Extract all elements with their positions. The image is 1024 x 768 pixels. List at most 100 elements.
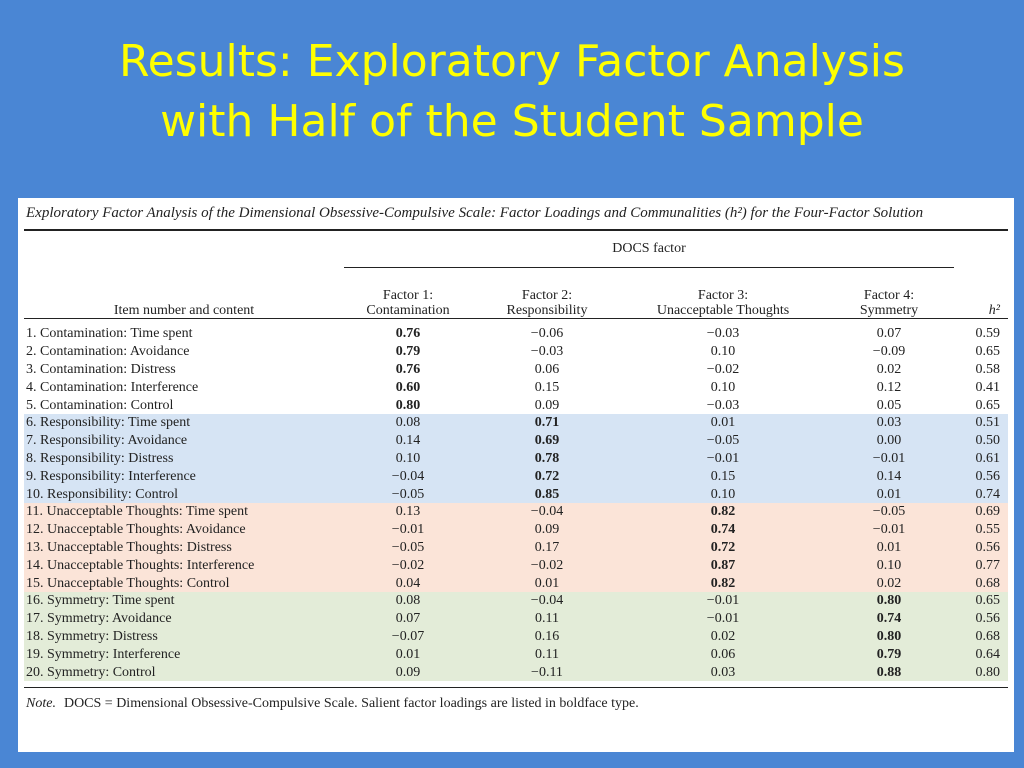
factor-4-loading-cell: 0.80 <box>876 628 902 644</box>
factor-4-loading-cell: 0.88 <box>876 664 902 680</box>
communality-cell: 0.56 <box>975 539 1001 555</box>
factor-2-loading-cell: −0.11 <box>531 664 563 680</box>
item-cell: 20. Symmetry: Control <box>26 664 156 680</box>
factor-1-loading-cell: 0.14 <box>395 433 421 449</box>
factor-1-loading-cell: 0.08 <box>395 593 421 609</box>
factor-4-loading-cell: 0.10 <box>876 557 902 573</box>
column-header-row: Item number and content Factor 1: Contam… <box>24 268 1008 319</box>
communality-cell: 0.64 <box>975 646 1001 662</box>
factor-4-loading-cell: 0.05 <box>876 397 902 413</box>
factor-4-name: Symmetry <box>859 303 919 318</box>
item-cell: 1. Contamination: Time spent <box>26 326 193 342</box>
factor-2-loading-cell: 0.09 <box>534 522 560 538</box>
communality-cell: 0.50 <box>975 433 1001 449</box>
factor-3-loading-cell: −0.01 <box>706 611 740 627</box>
factor-4-label: Factor 4: <box>863 288 915 303</box>
factor-table-figure: Exploratory Factor Analysis of the Dimen… <box>18 198 1014 752</box>
factor-2-loading-cell: −0.03 <box>530 344 564 360</box>
factor-2-loading-cell: 0.16 <box>534 628 560 644</box>
table-row: 14. Unacceptable Thoughts: Interference −… <box>24 556 1008 575</box>
factor-4-loading-cell: −0.09 <box>872 344 906 360</box>
table-row: 9. Responsibility: Interference −0.04 0.72… <box>24 467 1008 486</box>
factor-loadings-table: DOCS factor Item number and content Fact… <box>24 231 1008 687</box>
factor-1-loading-cell: 0.08 <box>395 415 421 431</box>
factor-2-loading-cell: 0.69 <box>534 433 560 449</box>
factor-1-loading-cell: −0.02 <box>391 557 425 573</box>
item-cell: 15. Unacceptable Thoughts: Control <box>26 575 230 591</box>
communality-cell: 0.51 <box>975 415 1001 431</box>
factor-1-loading-cell: 0.80 <box>395 397 421 413</box>
factor-1-header: Factor 1: Contamination <box>344 268 472 319</box>
factor-3-loading-cell: 0.10 <box>710 344 736 360</box>
communality-cell: 0.56 <box>975 611 1001 627</box>
factor-3-loading-cell: −0.01 <box>706 450 740 466</box>
factor-4-loading-cell: 0.79 <box>876 646 902 662</box>
factor-4-loading-cell: 0.01 <box>876 486 902 502</box>
table-row: 15. Unacceptable Thoughts: Control 0.04 0.… <box>24 574 1008 592</box>
top-rule <box>24 229 1008 231</box>
table-row: 4. Contamination: Interference 0.60 0.15 0.… <box>24 378 1008 397</box>
communality-cell: 0.77 <box>975 557 1001 573</box>
item-cell: 9. Responsibility: Interference <box>26 468 196 484</box>
factor-4-loading-cell: 0.02 <box>876 361 902 377</box>
factor-4-loading-cell: 0.00 <box>876 433 902 449</box>
factor-4-loading-cell: 0.03 <box>876 415 902 431</box>
factor-3-loading-cell: 0.06 <box>710 646 736 662</box>
factor-1-loading-cell: 0.60 <box>395 379 421 395</box>
item-cell: 16. Symmetry: Time spent <box>26 593 175 609</box>
table-row: 3. Contamination: Distress 0.76 0.06 −0.02 0… <box>24 360 1008 379</box>
factor-1-loading-cell: 0.13 <box>395 504 421 520</box>
factor-3-loading-cell: −0.05 <box>706 433 740 449</box>
table-row: 18. Symmetry: Distress −0.07 0.16 0.02 0.80 0… <box>24 627 1008 646</box>
factor-2-loading-cell: −0.02 <box>530 557 564 573</box>
table-row: 7. Responsibility: Avoidance 0.14 0.69 −0.0… <box>24 431 1008 450</box>
h2-column-header: h² <box>988 303 1000 318</box>
item-cell: 19. Symmetry: Interference <box>26 646 181 662</box>
item-cell: 7. Responsibility: Avoidance <box>26 433 188 449</box>
factor-1-loading-cell: 0.04 <box>395 575 421 591</box>
factor-2-loading-cell: −0.04 <box>530 504 564 520</box>
factor-1-loading-cell: −0.07 <box>391 628 425 644</box>
factor-2-loading-cell: 0.71 <box>534 415 560 431</box>
factor-4-header: Factor 4: Symmetry <box>824 268 954 319</box>
item-cell: 18. Symmetry: Distress <box>26 628 158 644</box>
factor-3-name: Unacceptable Thoughts <box>656 303 790 318</box>
factor-4-loading-cell: 0.01 <box>876 539 902 555</box>
factor-1-loading-cell: −0.05 <box>391 539 425 555</box>
communality-cell: 0.65 <box>975 344 1001 360</box>
table-row: 17. Symmetry: Avoidance 0.07 0.11 −0.01 0.74… <box>24 609 1008 628</box>
factor-2-loading-cell: 0.06 <box>534 361 560 377</box>
table-body: 1. Contamination: Time spent 0.76 −0.06 −0.… <box>24 318 1008 687</box>
slide-title-line-2: with Half of the Student Sample <box>160 96 864 147</box>
table-row: 1. Contamination: Time spent 0.76 −0.06 −0.… <box>24 325 1008 343</box>
communality-cell: 0.59 <box>975 326 1001 342</box>
item-cell: 14. Unacceptable Thoughts: Interference <box>26 557 255 573</box>
factor-2-loading-cell: 0.15 <box>534 379 560 395</box>
factor-3-loading-cell: 0.03 <box>710 664 736 680</box>
factor-4-loading-cell: −0.01 <box>872 522 906 538</box>
factor-3-loading-cell: 0.82 <box>710 504 736 520</box>
communality-cell: 0.58 <box>975 361 1001 377</box>
factor-2-loading-cell: −0.04 <box>530 593 564 609</box>
item-cell: 17. Symmetry: Avoidance <box>26 611 172 627</box>
table-row: 13. Unacceptable Thoughts: Distress −0.05… <box>24 538 1008 557</box>
communality-cell: 0.65 <box>975 397 1001 413</box>
factor-3-loading-cell: 0.82 <box>710 575 736 591</box>
factor-4-loading-cell: 0.74 <box>876 611 902 627</box>
table-row: 19. Symmetry: Interference 0.01 0.11 0.06 0.… <box>24 645 1008 664</box>
factor-2-loading-cell: 0.11 <box>535 646 559 662</box>
note-text: DOCS = Dimensional Obsessive-Compulsive … <box>63 695 639 711</box>
factor-4-loading-cell: 0.07 <box>876 326 902 342</box>
item-cell: 12. Unacceptable Thoughts: Avoidance <box>26 522 246 538</box>
factor-3-loading-cell: −0.02 <box>706 361 740 377</box>
factor-3-loading-cell: 0.15 <box>710 468 736 484</box>
factor-2-loading-cell: 0.09 <box>534 397 560 413</box>
communality-cell: 0.56 <box>975 468 1001 484</box>
docs-factor-header: DOCS factor <box>344 231 954 268</box>
item-cell: 11. Unacceptable Thoughts: Time spent <box>26 504 249 520</box>
note-label: Note. <box>26 695 56 711</box>
factor-3-label: Factor 3: <box>697 288 749 303</box>
communality-cell: 0.65 <box>975 593 1001 609</box>
factor-3-header: Factor 3: Unacceptable Thoughts <box>622 268 824 319</box>
item-cell: 8. Responsibility: Distress <box>26 450 174 466</box>
